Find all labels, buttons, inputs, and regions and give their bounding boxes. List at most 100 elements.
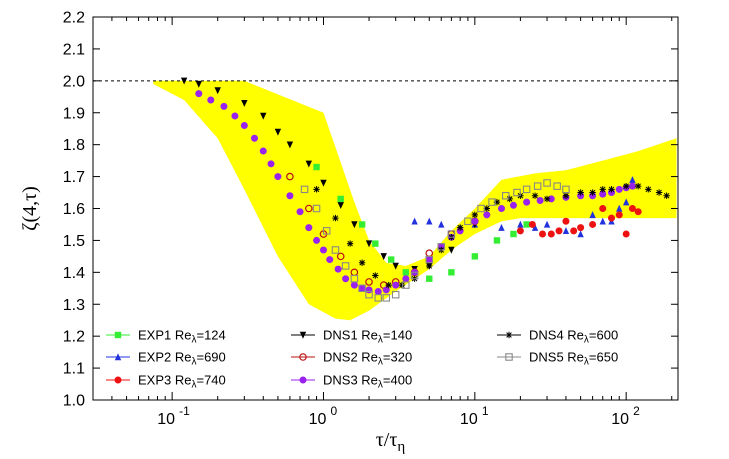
- x-tick-exponent: -1: [179, 404, 190, 418]
- data-point: [533, 182, 542, 190]
- y-tick-label: 1.1: [63, 361, 85, 378]
- data-point: [296, 208, 304, 216]
- data-point: [426, 262, 433, 270]
- legend-label: EXP2 Reλ=690: [138, 350, 226, 368]
- y-tick-label: 1.7: [63, 169, 85, 186]
- x-tick-label: 10: [460, 411, 478, 428]
- data-point: [493, 198, 501, 206]
- legend-marker: [299, 353, 307, 361]
- data-point: [629, 176, 636, 183]
- data-point: [411, 217, 418, 225]
- series-layer: [180, 77, 670, 302]
- legend-label: EXP1 Reλ=124: [138, 328, 226, 346]
- y-tick-label: 1.2: [63, 329, 85, 346]
- data-point: [488, 198, 496, 206]
- legend: EXP1 Reλ=124 EXP2 Reλ=690 EXP3 Reλ=740 DNS1…: [106, 328, 618, 391]
- data-point: [365, 240, 373, 248]
- data-point: [577, 230, 584, 238]
- data-point: [332, 214, 339, 222]
- data-point: [536, 197, 544, 205]
- data-point: [358, 221, 366, 228]
- data-point: [543, 195, 551, 203]
- y-tick-label: 1.9: [63, 105, 85, 122]
- data-point: [510, 230, 517, 238]
- data-point: [562, 227, 570, 235]
- data-point: [543, 220, 551, 228]
- data-point: [531, 192, 539, 199]
- data-point: [240, 122, 248, 130]
- data-point: [471, 211, 479, 219]
- data-point: [365, 278, 373, 286]
- data-point: [402, 269, 410, 276]
- data-point: [358, 259, 366, 266]
- data-point: [547, 195, 555, 203]
- y-tick-label: 2.2: [63, 10, 85, 27]
- legend-entry-dns4: DNS4 Reλ=600: [497, 328, 618, 346]
- data-point: [471, 253, 479, 260]
- data-point: [608, 186, 615, 193]
- data-point: [195, 80, 202, 88]
- legend-marker: [114, 376, 122, 384]
- data-point: [326, 256, 334, 264]
- x-tick-label: 10: [611, 411, 629, 428]
- data-point: [426, 217, 433, 225]
- series-exp2: [411, 176, 636, 238]
- data-point: [312, 204, 321, 213]
- data-point: [562, 217, 570, 225]
- data-point: [555, 227, 563, 235]
- data-point: [180, 77, 188, 85]
- data-point: [336, 252, 345, 261]
- data-point: [286, 141, 294, 149]
- data-point: [207, 96, 215, 104]
- data-point: [392, 281, 400, 289]
- data-point: [372, 272, 379, 279]
- data-point: [286, 192, 294, 200]
- data-point: [477, 204, 485, 213]
- data-point: [493, 237, 501, 244]
- x-tick-label: 10: [309, 411, 327, 428]
- data-point: [380, 253, 387, 261]
- data-point: [372, 240, 379, 247]
- legend-label: DNS3 Reλ=400: [323, 373, 412, 391]
- data-point: [425, 249, 434, 257]
- data-point: [562, 185, 570, 194]
- legend-label: EXP3 Reλ=740: [138, 373, 226, 391]
- data-point: [425, 255, 434, 264]
- data-point: [319, 246, 327, 254]
- data-point: [509, 201, 517, 209]
- data-point: [425, 256, 433, 264]
- data-point: [322, 227, 331, 235]
- data-point: [385, 281, 392, 289]
- data-point: [365, 286, 373, 294]
- legend-entry-exp1: EXP1 Reλ=124: [106, 328, 226, 346]
- data-point: [622, 230, 630, 238]
- data-point: [501, 191, 510, 200]
- legend-marker: [114, 353, 122, 361]
- data-point: [615, 211, 623, 219]
- data-point: [398, 281, 406, 289]
- data-point: [547, 230, 555, 238]
- data-point: [523, 221, 530, 228]
- data-point: [447, 230, 456, 238]
- data-point: [622, 198, 630, 206]
- legend-label: DNS5 Reλ=650: [529, 350, 618, 368]
- data-point: [645, 186, 652, 193]
- data-point: [382, 294, 391, 302]
- y-tick-label: 1.5: [63, 233, 85, 250]
- data-point: [391, 290, 400, 299]
- data-point: [516, 227, 524, 235]
- data-point: [498, 223, 505, 231]
- data-point: [300, 185, 309, 194]
- data-point: [358, 284, 366, 293]
- data-point: [599, 217, 606, 225]
- x-tick-exponent: 0: [330, 404, 337, 418]
- data-point: [589, 211, 596, 219]
- y-tick-label: 1.6: [63, 201, 85, 218]
- data-point: [334, 265, 342, 273]
- x-axis-title: τ/τη: [376, 429, 406, 455]
- data-point: [382, 286, 390, 294]
- data-point: [634, 182, 642, 190]
- legend-entry-dns2: DNS2 Reλ=320: [291, 350, 412, 368]
- data-point: [531, 223, 539, 231]
- data-point: [543, 179, 551, 187]
